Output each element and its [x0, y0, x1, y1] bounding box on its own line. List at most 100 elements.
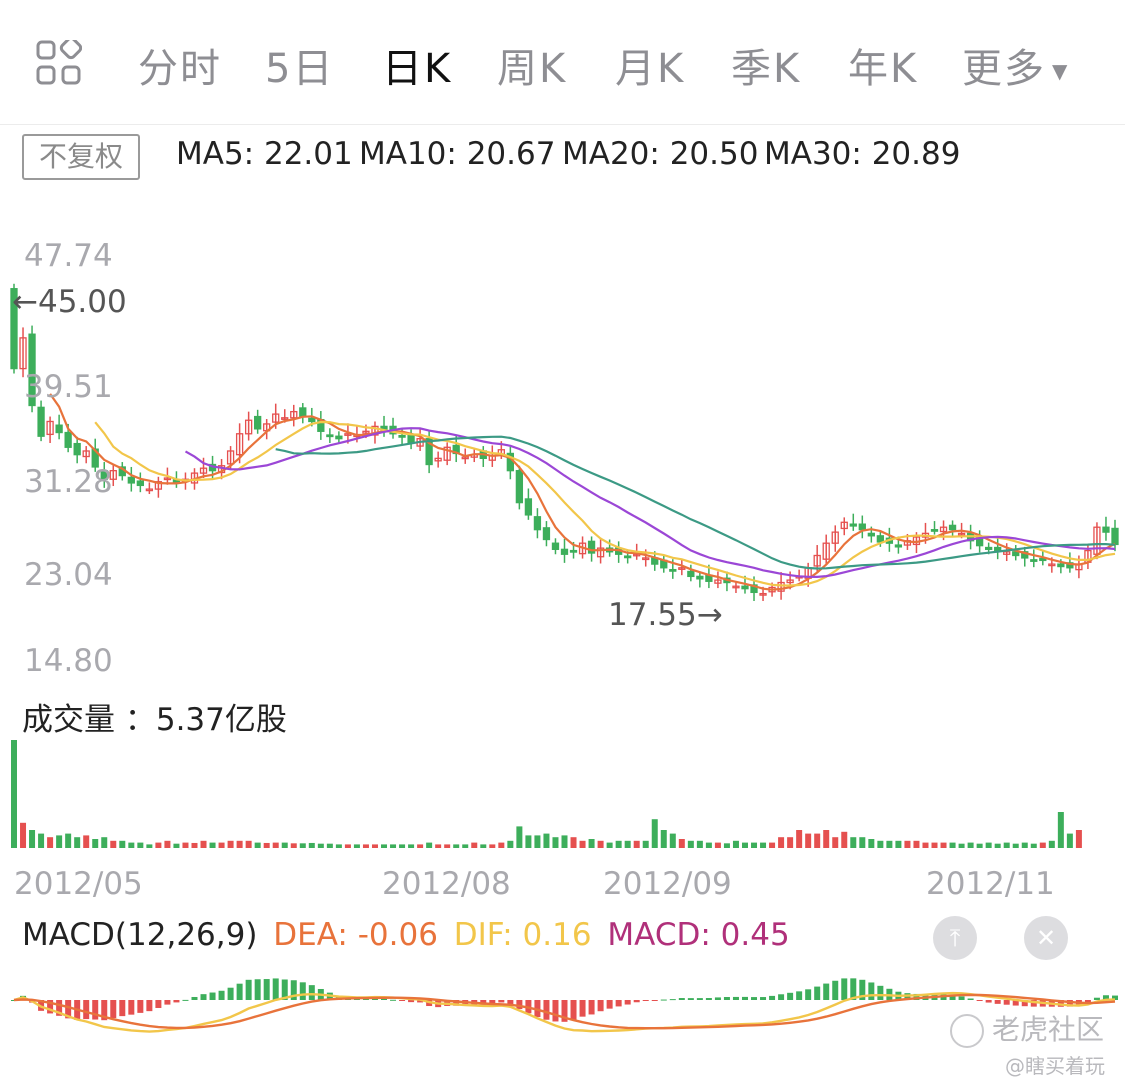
- macd-bar: [299, 982, 306, 1000]
- macd-bar: [281, 979, 288, 1000]
- candle-body: [136, 480, 144, 487]
- macd-bar: [543, 1000, 550, 1020]
- macd-bar: [606, 1000, 613, 1009]
- volume-bar: [958, 843, 965, 848]
- volume-bar: [606, 842, 613, 848]
- volume-bar: [1039, 842, 1046, 848]
- pin-top-icon[interactable]: ⤒: [933, 916, 977, 960]
- tab-month-k[interactable]: 月K: [615, 46, 686, 92]
- ma5-line: [49, 393, 1116, 591]
- low-value: 17.55: [608, 597, 697, 633]
- volume-bar: [687, 840, 694, 848]
- date-tick: 2012/05: [14, 866, 143, 902]
- macd-bar: [877, 985, 884, 1000]
- volume-bar: [723, 843, 730, 848]
- macd-bar: [155, 1000, 162, 1008]
- macd-bar: [390, 999, 397, 1001]
- candle-body: [633, 553, 641, 557]
- candle-body: [244, 419, 253, 435]
- candle-body: [669, 568, 677, 572]
- macd-bar: [588, 1000, 595, 1015]
- volume-bar: [543, 833, 550, 848]
- dea-label: DEA: -0.06: [273, 917, 438, 953]
- volume-bar: [362, 844, 369, 848]
- volume-bar: [453, 844, 460, 848]
- volume-bar: [985, 842, 992, 848]
- close-icon[interactable]: ✕: [1024, 916, 1068, 960]
- low-marker: 17.55→: [608, 597, 723, 633]
- macd-bar: [417, 1000, 424, 1003]
- volume-bar: [371, 844, 378, 848]
- volume-bar: [877, 840, 884, 848]
- tab-week-k[interactable]: 周K: [497, 46, 568, 92]
- macd-params: MACD(12,26,9): [22, 917, 258, 953]
- macd-bar: [949, 995, 956, 1000]
- macd-bar: [65, 1000, 72, 1019]
- volume-bar: [218, 842, 225, 848]
- volume-bar: [155, 842, 162, 848]
- macd-bar: [651, 1000, 658, 1001]
- tab-quarter-k[interactable]: 季K: [731, 46, 802, 92]
- candle-body: [939, 526, 948, 533]
- volume-bar: [886, 840, 893, 848]
- candle-body: [533, 516, 542, 531]
- tab-fenshi[interactable]: 分时: [138, 46, 222, 92]
- candle-body: [1003, 551, 1011, 555]
- candle-body: [542, 527, 551, 541]
- volume-bar: [65, 833, 72, 848]
- candle-body: [786, 579, 794, 584]
- volume-bar: [408, 844, 415, 848]
- macd-bar: [787, 992, 794, 1000]
- volume-bar: [29, 830, 36, 848]
- candle-body: [876, 535, 885, 543]
- price-tick: 14.80: [24, 643, 113, 679]
- volume-bar: [570, 837, 577, 848]
- tab-year-k[interactable]: 年K: [848, 46, 919, 92]
- candle-body: [759, 592, 767, 596]
- candle-body: [894, 544, 903, 548]
- volume-bar: [814, 833, 821, 848]
- candle-body: [235, 433, 244, 456]
- macd-value-label: MACD: 0.45: [607, 917, 790, 953]
- caret-down-icon: ▼: [1052, 59, 1070, 83]
- grid-menu-icon[interactable]: [36, 40, 82, 86]
- adjust-button[interactable]: 不复权: [22, 134, 140, 180]
- volume-bar: [642, 840, 649, 848]
- tab-5day[interactable]: 5日: [265, 46, 335, 92]
- candle-body: [434, 457, 442, 462]
- macd-bar: [290, 980, 297, 1000]
- candle-body: [308, 417, 316, 423]
- candle-body: [344, 433, 352, 436]
- volume-bar: [444, 844, 451, 848]
- macd-bar: [760, 997, 767, 1000]
- ma20-line: [184, 427, 1116, 579]
- volume-bar: [462, 844, 469, 848]
- macd-bar: [751, 997, 758, 1000]
- candle-body: [28, 333, 36, 407]
- volume-bar: [615, 840, 622, 848]
- price-tick: 39.51: [24, 369, 113, 405]
- volume-bar: [769, 842, 776, 848]
- macd-bar: [92, 1000, 99, 1020]
- macd-bar: [769, 995, 776, 1000]
- tab-day-k[interactable]: 日K: [382, 46, 453, 92]
- candle-body: [624, 555, 632, 559]
- date-tick: 2012/11: [926, 866, 1055, 902]
- macd-bar: [814, 986, 821, 1000]
- price-tick: 47.74: [24, 238, 113, 274]
- volume-bar: [390, 844, 397, 848]
- volume-bar: [696, 840, 703, 848]
- left-arrow-icon: ←: [12, 284, 38, 320]
- tab-more[interactable]: 更多 ▼: [962, 36, 1069, 94]
- candle-body: [398, 434, 406, 438]
- macd-bar: [173, 1000, 180, 1003]
- volume-bar: [381, 844, 388, 848]
- volume-bar: [796, 830, 803, 848]
- macd-bar: [597, 1000, 604, 1012]
- candle-body: [551, 542, 560, 550]
- macd-bar: [101, 1000, 108, 1021]
- volume-bar: [669, 833, 676, 848]
- volume-bar: [137, 842, 144, 848]
- candle-body: [37, 406, 45, 437]
